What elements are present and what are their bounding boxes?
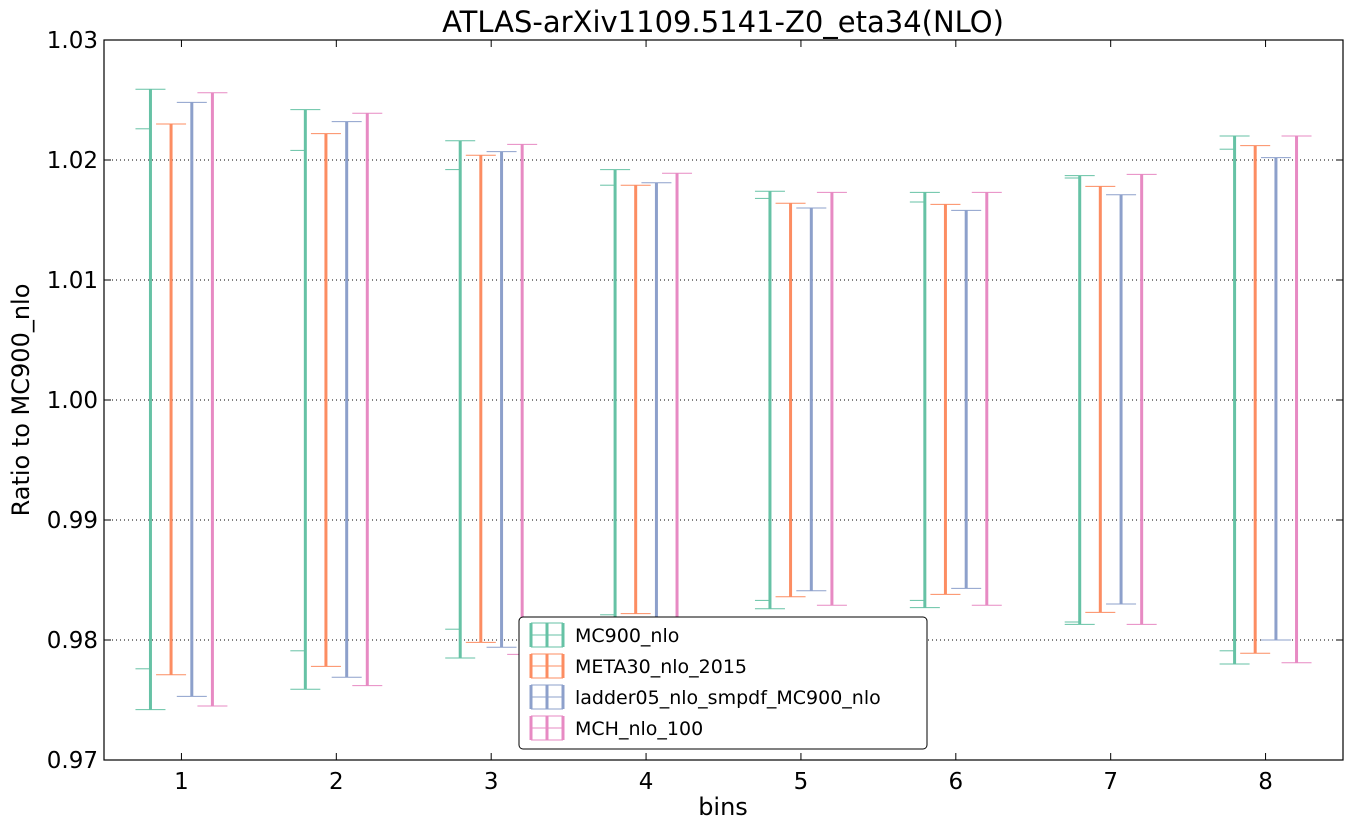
x-axis-label: bins: [698, 793, 748, 821]
tick-layer: 0.97 0.98 0.99 1.00 1.01 1.02 1.03 1 2 3 4 5 6 7 8: [47, 28, 1343, 795]
legend-label: META30_nlo_2015: [575, 656, 747, 678]
legend-handle: [529, 653, 565, 679]
legend-box: [518, 616, 928, 750]
y-tick-label: 1.02: [47, 148, 98, 174]
legend-handle: [529, 684, 565, 710]
legend-label: MC900_nlo: [575, 625, 679, 647]
series-META30_nlo_2015: [156, 123, 1271, 676]
x-tick-label: 8: [1258, 769, 1273, 795]
legend-label: ladder05_nlo_smpdf_MC900_nlo: [575, 687, 881, 709]
grid-layer: [104, 159, 1343, 641]
x-tick-label: 3: [484, 769, 499, 795]
x-tick-label: 4: [639, 769, 654, 795]
x-tick-label: 5: [794, 769, 809, 795]
series-ladder05_nlo_smpdf_MC900_nlo: [176, 101, 1291, 697]
legend: MC900_nlo META30_nlo_2015 ladder05_nlo_smp…: [518, 616, 928, 750]
chart-title: ATLAS-arXiv1109.5141-Z0_eta34(NLO): [442, 5, 1004, 39]
y-tick-label: 0.97: [47, 748, 98, 774]
series-layer: [135, 88, 1312, 711]
y-tick-label: 0.99: [47, 508, 98, 534]
legend-handle: [529, 622, 565, 648]
legend-label: MCH_nlo_100: [575, 718, 703, 740]
x-tick-label: 1: [174, 769, 189, 795]
y-tick-label: 1.03: [47, 28, 98, 54]
y-tick-label: 0.98: [47, 628, 98, 654]
legend-handle: [529, 715, 565, 741]
y-axis-label: Ratio to MC900_nlo: [7, 284, 35, 517]
x-tick-label: 7: [1103, 769, 1118, 795]
y-tick-label: 1.01: [47, 268, 98, 294]
y-tick-label: 1.00: [47, 388, 98, 414]
series-MC900_nlo: [135, 88, 1250, 711]
x-tick-label: 2: [329, 769, 344, 795]
x-tick-label: 6: [948, 769, 963, 795]
series-MCH_nlo_100: [197, 92, 1312, 707]
